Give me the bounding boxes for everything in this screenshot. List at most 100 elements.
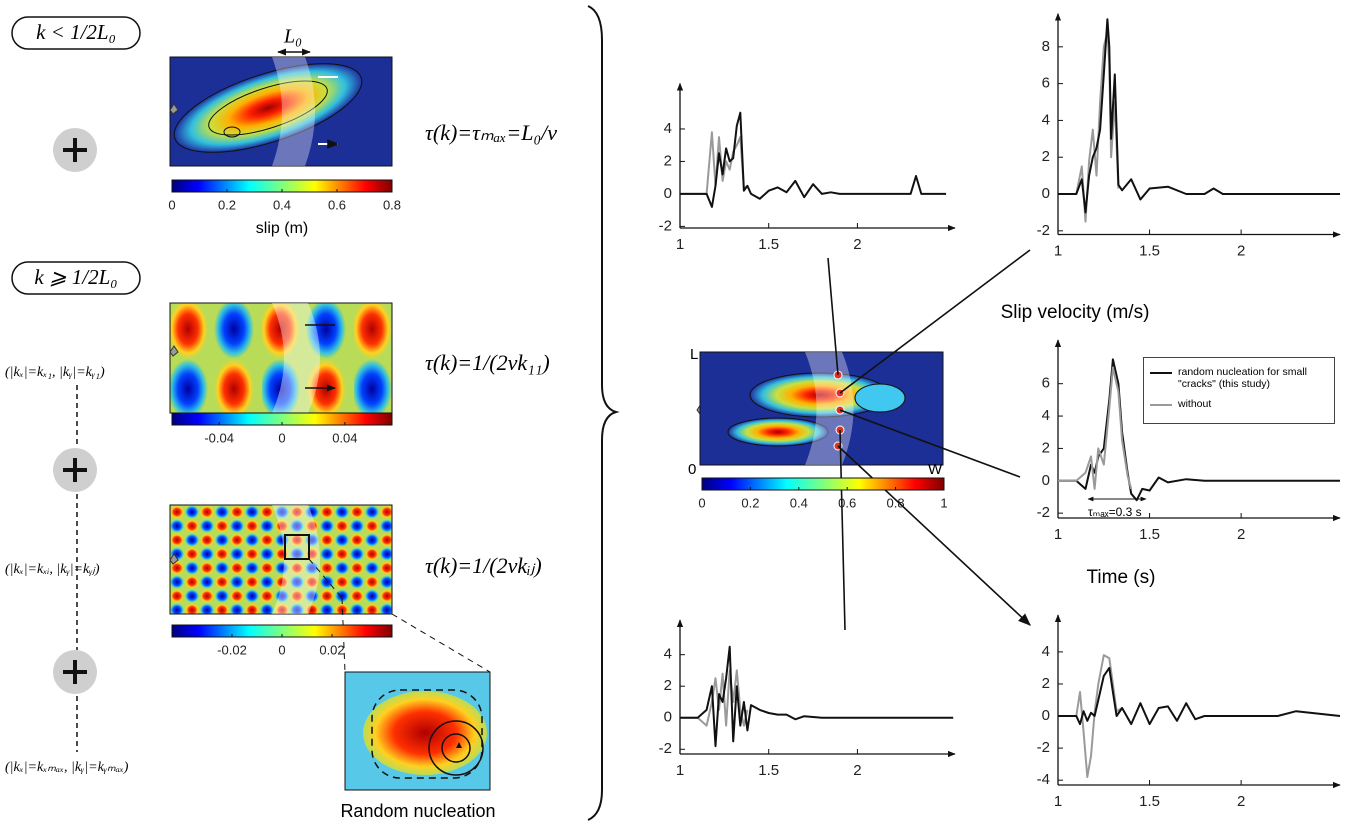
l0-label: L₀ bbox=[283, 26, 302, 48]
colorbar-tick-label: 0 bbox=[698, 495, 705, 510]
y-tick-label: -2 bbox=[659, 217, 672, 234]
case-pill bbox=[11, 261, 141, 295]
colorbar-tick-label: 0.6 bbox=[328, 197, 346, 212]
colorbar-tick-label: 0.8 bbox=[887, 495, 905, 510]
colorbar bbox=[701, 477, 945, 491]
legend-label: without bbox=[1178, 398, 1212, 410]
x-tick-label: 1 bbox=[1054, 242, 1062, 259]
case-label: k < 1/2L₀ bbox=[36, 20, 116, 44]
colorbar-tick-label: 0.2 bbox=[218, 197, 236, 212]
x-tick-label: 1 bbox=[1054, 526, 1062, 543]
y-tick-label: 4 bbox=[664, 646, 672, 663]
x-tick-label: 1 bbox=[676, 236, 684, 253]
colorbar-tick-label: 0.02 bbox=[319, 642, 344, 657]
y-tick-label: 2 bbox=[664, 152, 672, 169]
x-tick-label: 1 bbox=[1054, 793, 1062, 810]
y-tick-label: 0 bbox=[1042, 707, 1050, 724]
legend-entry: random nucleation for small "cracks" (th… bbox=[1150, 366, 1328, 390]
y-tick-label: 0 bbox=[1042, 472, 1050, 489]
x-tick-label: 1 bbox=[676, 762, 684, 779]
y-tick-label: -2 bbox=[1037, 222, 1050, 239]
series-line bbox=[1058, 18, 1340, 214]
series-line bbox=[1058, 666, 1341, 726]
y-tick-label: -2 bbox=[659, 740, 672, 757]
colorbar-tick-label: 0.2 bbox=[741, 495, 759, 510]
y-tick-label: 8 bbox=[1042, 38, 1050, 55]
legend-entry: without bbox=[1150, 398, 1328, 410]
zoom-map bbox=[344, 671, 491, 791]
x-tick-label: 1.5 bbox=[758, 762, 779, 779]
series-line bbox=[680, 131, 749, 195]
x-tick-label: 2 bbox=[853, 762, 861, 779]
colorbar-tick-label: 0 bbox=[168, 197, 175, 212]
x-tick-label: 1.5 bbox=[1139, 793, 1160, 810]
y-tick-label: -2 bbox=[1037, 739, 1050, 756]
map-label: W bbox=[928, 461, 943, 478]
y-tick-label: 4 bbox=[664, 120, 672, 137]
x-tick-label: 1.5 bbox=[1139, 526, 1160, 543]
y-tick-label: 6 bbox=[1042, 75, 1050, 92]
colorbar-tick-label: -0.02 bbox=[217, 642, 247, 657]
mode-map bbox=[169, 504, 491, 673]
x-tick-label: 1.5 bbox=[1139, 242, 1160, 259]
tau-formula: τ(k)=τₘₐₓ=L₀/v bbox=[425, 120, 557, 145]
series-line bbox=[680, 669, 749, 727]
colorbar-tick-label: 0.8 bbox=[383, 197, 401, 212]
y-tick-label: 0 bbox=[664, 185, 672, 202]
x-tick-label: 2 bbox=[853, 236, 861, 253]
colorbar-tick-label: 0.04 bbox=[332, 430, 357, 445]
colorbar-tick-label: 0.4 bbox=[790, 495, 808, 510]
mode-map bbox=[169, 302, 393, 414]
y-tick-label: -4 bbox=[1037, 771, 1050, 788]
y-tick-label: 0 bbox=[664, 709, 672, 726]
y-tick-label: -2 bbox=[1037, 504, 1050, 521]
colorbar-tick-label: 0 bbox=[278, 642, 285, 657]
x-tick-label: 1.5 bbox=[758, 236, 779, 253]
colorbar-label: slip (m) bbox=[256, 220, 308, 237]
plus-icons bbox=[53, 128, 97, 752]
series-line bbox=[680, 645, 954, 748]
case-pill bbox=[11, 16, 141, 50]
legend-label: random nucleation for small "cracks" (th… bbox=[1178, 366, 1307, 390]
colorbar-tick-label: 1 bbox=[940, 495, 947, 510]
mode-label: (|kₓ|=kₓ₁, |kᵧ|=kᵧ₁) bbox=[5, 365, 105, 380]
y-tick-label: 2 bbox=[1042, 675, 1050, 692]
x-tick-label: 2 bbox=[1237, 526, 1245, 543]
y-tick-label: 2 bbox=[1042, 439, 1050, 456]
series-line bbox=[1058, 366, 1133, 490]
star-icon bbox=[169, 103, 179, 115]
colorbar-tick-label: 0.6 bbox=[838, 495, 856, 510]
y-axis-label: Slip velocity (m/s) bbox=[1001, 302, 1150, 323]
tau-formula: τ(k)=1/(2vk₁₁) bbox=[425, 350, 550, 375]
y-tick-label: 4 bbox=[1042, 407, 1050, 424]
tau-formula: τ(k)=1/(2vkᵢⱼ) bbox=[425, 553, 542, 578]
legend-swatch bbox=[1150, 372, 1172, 374]
map-label: L bbox=[690, 346, 698, 363]
y-tick-label: 2 bbox=[1042, 148, 1050, 165]
colorbar-tick-label: -0.04 bbox=[204, 430, 234, 445]
y-tick-label: 0 bbox=[1042, 185, 1050, 202]
x-axis-label: Time (s) bbox=[1087, 567, 1156, 588]
colorbar-tick-label: 0.4 bbox=[273, 197, 291, 212]
y-tick-label: 2 bbox=[664, 677, 672, 694]
y-tick-label: 4 bbox=[1042, 643, 1050, 660]
legend-swatch bbox=[1150, 404, 1172, 406]
series-line bbox=[680, 111, 947, 208]
map-label: 0 bbox=[688, 461, 696, 478]
mode-label: (|kₓ|=kₓᵢ, |kᵧ|=kᵧⱼ) bbox=[5, 562, 100, 577]
y-tick-label: 6 bbox=[1042, 375, 1050, 392]
y-tick-label: 4 bbox=[1042, 111, 1050, 128]
x-tick-label: 2 bbox=[1237, 242, 1245, 259]
mode-label: (|kₓ|=kₓₘₐₓ, |kᵧ|=kᵧₘₐₓ) bbox=[5, 760, 129, 775]
legend: random nucleation for small "cracks" (th… bbox=[1143, 357, 1335, 424]
annotation: τₘₐₓ=0.3 s bbox=[1088, 505, 1142, 519]
x-tick-label: 2 bbox=[1237, 793, 1245, 810]
case-label: k ⩾ 1/2L₀ bbox=[34, 265, 117, 289]
brace bbox=[587, 5, 620, 821]
center-map bbox=[699, 249, 1030, 630]
slip-map bbox=[169, 56, 393, 167]
colorbar-tick-label: 0 bbox=[278, 430, 285, 445]
zoom-label: Random nucleation bbox=[340, 801, 495, 821]
